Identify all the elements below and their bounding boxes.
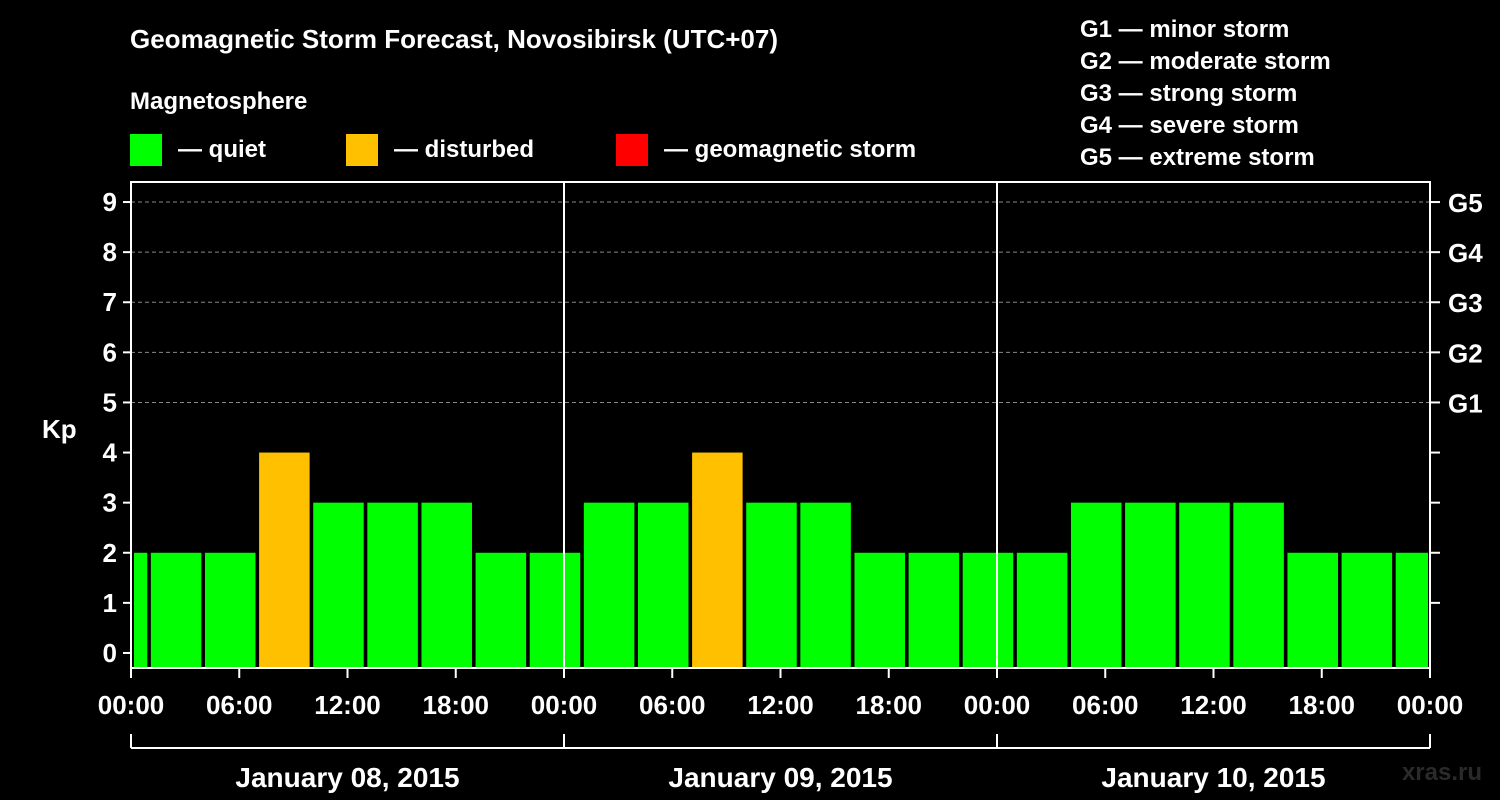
- x-tick-label: 00:00: [531, 690, 598, 720]
- bar-22: [1287, 552, 1338, 667]
- x-tick-label: 12:00: [1180, 690, 1247, 720]
- bar-6: [421, 502, 472, 667]
- bar-19: [1125, 502, 1176, 667]
- y-axis-label: Kp: [42, 414, 77, 444]
- y-tick-label: 4: [103, 438, 118, 468]
- tick-labels: 0 1 2 3 4 5 6 7 8 9 G1 G2 G3 G4 G5 00:00 06:00 12:00 18:00…: [98, 187, 1483, 720]
- storm-scale-g3: G3 — strong storm: [1080, 80, 1297, 107]
- g-level-label: G4: [1448, 238, 1483, 268]
- x-tick-label: 12:00: [314, 690, 381, 720]
- legend-label-quiet: — quiet: [178, 136, 266, 163]
- x-tick-label: 06:00: [1072, 690, 1139, 720]
- x-tick-label: 00:00: [98, 690, 165, 720]
- legend-heading: Magnetosphere: [130, 88, 307, 115]
- bar-16: [962, 552, 1014, 667]
- g-level-label: G2: [1448, 338, 1483, 368]
- x-tick-label: 12:00: [747, 690, 814, 720]
- day-label: January 10, 2015: [1101, 762, 1325, 793]
- x-tick-label: 18:00: [1289, 690, 1356, 720]
- bar-3: [259, 452, 310, 667]
- y-tick-label: 7: [103, 287, 117, 317]
- bar-17: [1016, 552, 1068, 667]
- bar-14: [854, 552, 905, 667]
- x-tick-label: 06:00: [206, 690, 273, 720]
- bars: [134, 452, 1428, 667]
- y-tick-label: 3: [103, 488, 117, 518]
- legend-label-disturbed: — disturbed: [394, 136, 534, 163]
- day-labels: January 08, 2015 January 09, 2015 January …: [130, 734, 1431, 793]
- bar-5: [367, 502, 418, 667]
- legend-swatch-quiet: [130, 134, 162, 166]
- bar-8: [529, 552, 581, 667]
- y-tick-label: 1: [103, 588, 117, 618]
- bar-0: [134, 552, 148, 667]
- y-tick-label: 0: [103, 638, 117, 668]
- bar-9: [583, 502, 635, 667]
- y-tick-label: 9: [103, 187, 117, 217]
- watermark: xras.ru: [1402, 759, 1482, 786]
- day-label: January 09, 2015: [668, 762, 892, 793]
- x-tick-label: 18:00: [423, 690, 490, 720]
- legend-label-storm: — geomagnetic storm: [664, 136, 916, 163]
- grid-lines: [131, 201, 1430, 403]
- y-tick-label: 8: [103, 237, 117, 267]
- storm-scale-g4: G4 — severe storm: [1080, 112, 1299, 139]
- bar-4: [313, 502, 364, 667]
- bar-13: [800, 502, 851, 667]
- bar-20: [1179, 502, 1230, 667]
- x-tick-label: 00:00: [964, 690, 1031, 720]
- g-level-label: G1: [1448, 388, 1483, 418]
- storm-scale-g2: G2 — moderate storm: [1080, 48, 1331, 75]
- y-tick-label: 2: [103, 538, 117, 568]
- bar-18: [1070, 502, 1122, 667]
- g-level-label: G5: [1448, 188, 1483, 218]
- x-tick-label: 18:00: [856, 690, 923, 720]
- x-tick-label: 06:00: [639, 690, 706, 720]
- bar-7: [475, 552, 527, 667]
- y-tick-label: 6: [103, 337, 117, 367]
- legend-swatch-storm: [616, 134, 648, 166]
- bar-12: [746, 502, 797, 667]
- bar-15: [908, 552, 960, 667]
- day-label: January 08, 2015: [235, 762, 459, 793]
- bar-24: [1395, 552, 1428, 667]
- y-tick-label: 5: [103, 387, 117, 417]
- bar-21: [1233, 502, 1284, 667]
- bar-23: [1341, 552, 1393, 667]
- chart-title: Geomagnetic Storm Forecast, Novosibirsk …: [130, 24, 778, 54]
- bar-1: [150, 552, 202, 667]
- bar-11: [692, 452, 743, 667]
- storm-scale-g5: G5 — extreme storm: [1080, 144, 1315, 171]
- storm-scale-g1: G1 — minor storm: [1080, 16, 1289, 43]
- bar-10: [637, 502, 689, 667]
- bar-2: [204, 552, 256, 667]
- axes: [123, 181, 1440, 678]
- g-level-label: G3: [1448, 288, 1483, 318]
- legend-swatch-disturbed: [346, 134, 378, 166]
- x-tick-label: 00:00: [1397, 690, 1464, 720]
